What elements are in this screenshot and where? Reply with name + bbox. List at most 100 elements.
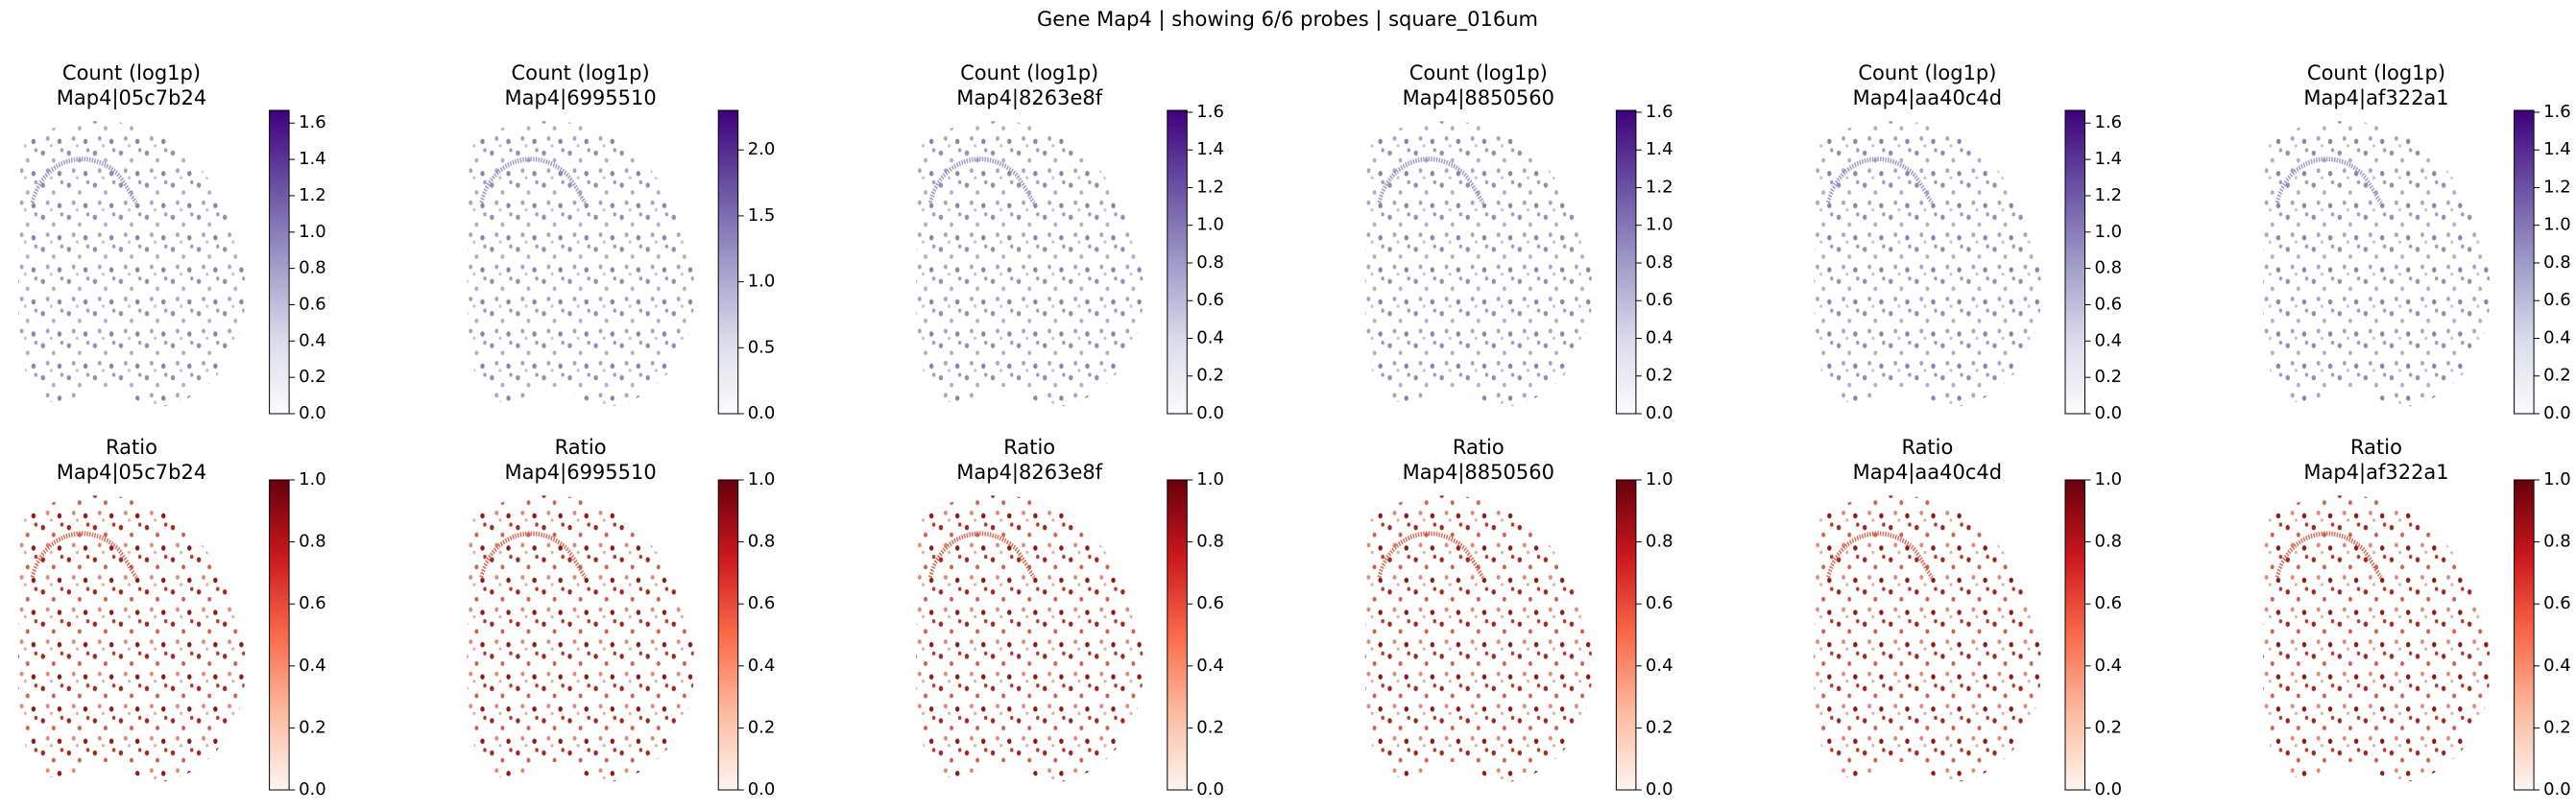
colorbar	[1167, 479, 1188, 791]
colorbar-tick-label: 0.0	[299, 779, 326, 800]
colorbar-tick-label: 0.2	[299, 717, 326, 737]
colorbar-tick-label: 0.0	[299, 403, 326, 423]
panel: Count (log1p)Map4|8850560 0.0 0.2 0.4 0.6 0.8…	[1364, 61, 1673, 423]
colorbar-tick-label: 1.5	[748, 205, 776, 226]
colorbar-tick-label: 0.8	[2543, 532, 2571, 552]
panel: Count (log1p)Map4|05c7b24 0.0 0.2 0.4 0.6 0.8…	[17, 61, 326, 423]
colorbar-tick-label: 0.2	[1646, 366, 1673, 386]
colorbar-tick-label: 0.6	[1196, 593, 1224, 613]
colorbar-tick-label: 0.0	[1196, 779, 1224, 800]
tissue	[467, 121, 695, 408]
tissue-spots	[17, 121, 246, 408]
colorbar-tick-label: 0.8	[2095, 258, 2123, 278]
tissue	[1364, 121, 1593, 408]
hippocampus-band	[927, 156, 1036, 204]
colorbar-tick-label: 0.5	[748, 337, 776, 357]
colorbar-tick-label: 0.2	[748, 717, 776, 737]
colorbar-tick-label: 0.8	[2095, 532, 2123, 552]
tissue-spots	[17, 495, 246, 782]
tissue-spots	[2262, 121, 2491, 408]
colorbar-tick-label: 1.0	[2543, 469, 2571, 490]
colorbar-tick-label: 1.0	[1646, 469, 1673, 490]
colorbar-tick-label: 0.4	[2095, 330, 2123, 350]
tissue	[17, 495, 246, 782]
hippocampus-band	[479, 156, 587, 204]
colorbar-tick-label: 1.0	[748, 272, 776, 292]
panel-subtitle: Map4|af322a1	[2303, 461, 2448, 485]
colorbar-tick-label: 1.2	[2543, 177, 2571, 197]
panel-title: Ratio	[555, 436, 607, 459]
panel-title: Count (log1p)	[960, 61, 1098, 84]
figure-title: Gene Map4 | showing 6/6 probes | square_…	[1037, 8, 1538, 32]
colorbar	[717, 479, 739, 791]
colorbar-tick-label: 0.2	[299, 367, 326, 387]
colorbar-tick-label: 1.0	[299, 469, 326, 490]
panel-subtitle: Map4|8850560	[1403, 86, 1554, 110]
colorbar-tick-label: 0.2	[1196, 366, 1224, 386]
panel: Count (log1p)Map4|6995510 0.0 0.5 1.0 1.5 2.0	[467, 61, 776, 423]
hippocampus-band	[479, 531, 587, 580]
tissue-spots	[1364, 495, 1593, 782]
colorbar-tick-label: 0.4	[2543, 327, 2571, 347]
colorbar-tick-label: 0.8	[299, 258, 326, 278]
panel-title: Ratio	[1453, 436, 1505, 459]
colorbar-tick-label: 1.4	[1646, 139, 1673, 159]
colorbar-tick-label: 0.4	[748, 656, 776, 676]
colorbar-tick-label: 1.0	[1196, 469, 1224, 490]
tissue	[467, 495, 695, 782]
colorbar-tick-label: 1.0	[2095, 222, 2123, 242]
colorbar-tick-label: 0.6	[1646, 593, 1673, 613]
tissue-spots	[1364, 121, 1593, 408]
hippocampus-band	[1377, 156, 1485, 204]
colorbar-tick-label: 1.4	[1196, 139, 1224, 159]
colorbar-tick-label: 0.0	[2543, 779, 2571, 800]
colorbar-tick-label: 0.4	[2095, 656, 2123, 676]
colorbar-tick-label: 1.0	[748, 469, 776, 490]
colorbar-tick-label: 0.8	[1646, 252, 1673, 273]
colorbar-tick-label: 1.6	[1646, 102, 1673, 122]
colorbar-tick-label: 0.4	[299, 656, 326, 676]
colorbar	[2514, 479, 2535, 791]
colorbar	[2064, 109, 2085, 415]
hippocampus-band	[30, 531, 138, 580]
colorbar-tick-label: 0.2	[2543, 717, 2571, 737]
colorbar	[2514, 109, 2535, 415]
colorbar-tick-label: 1.0	[299, 222, 326, 242]
hippocampus-band	[2275, 156, 2383, 204]
colorbar-tick-label: 1.6	[2543, 102, 2571, 122]
panel-title: Count (log1p)	[1858, 61, 1996, 84]
panel-title: Count (log1p)	[1409, 61, 1548, 84]
colorbar-tick-label: 1.2	[299, 185, 326, 205]
colorbar-tick-label: 0.2	[2095, 717, 2123, 737]
colorbar-tick-label: 0.6	[1196, 290, 1224, 310]
colorbar-tick-label: 0.6	[2543, 593, 2571, 613]
colorbar-tick-label: 1.4	[299, 149, 326, 169]
tissue-spots	[916, 495, 1144, 782]
colorbar-tick-label: 0.4	[2543, 656, 2571, 676]
panel-title: Ratio	[2350, 436, 2402, 459]
tissue	[1364, 495, 1593, 782]
hippocampus-band	[927, 531, 1036, 580]
panel-subtitle: Map4|aa40c4d	[1853, 461, 2002, 485]
colorbar	[1615, 109, 1637, 415]
panel: Count (log1p)Map4|8263e8f 0.0 0.2 0.4 0.6 0.8…	[916, 61, 1224, 423]
tissue-spots	[916, 121, 1144, 408]
tissue-spots	[467, 495, 695, 782]
colorbar-tick-label: 1.0	[2543, 215, 2571, 235]
colorbar-tick-label: 0.8	[299, 532, 326, 552]
colorbar-tick-label: 0.0	[1646, 403, 1673, 423]
panel-title: Count (log1p)	[62, 61, 201, 84]
colorbar	[1615, 479, 1637, 791]
tissue	[2262, 495, 2491, 782]
colorbar-tick-label: 0.8	[1196, 252, 1224, 273]
colorbar-tick-label: 0.2	[1196, 717, 1224, 737]
hippocampus-band	[1377, 531, 1485, 580]
colorbar-tick-label: 0.0	[2095, 403, 2123, 423]
colorbar	[717, 109, 739, 415]
colorbar-tick-label: 1.6	[2095, 112, 2123, 132]
colorbar-tick-label: 1.2	[1196, 177, 1224, 197]
